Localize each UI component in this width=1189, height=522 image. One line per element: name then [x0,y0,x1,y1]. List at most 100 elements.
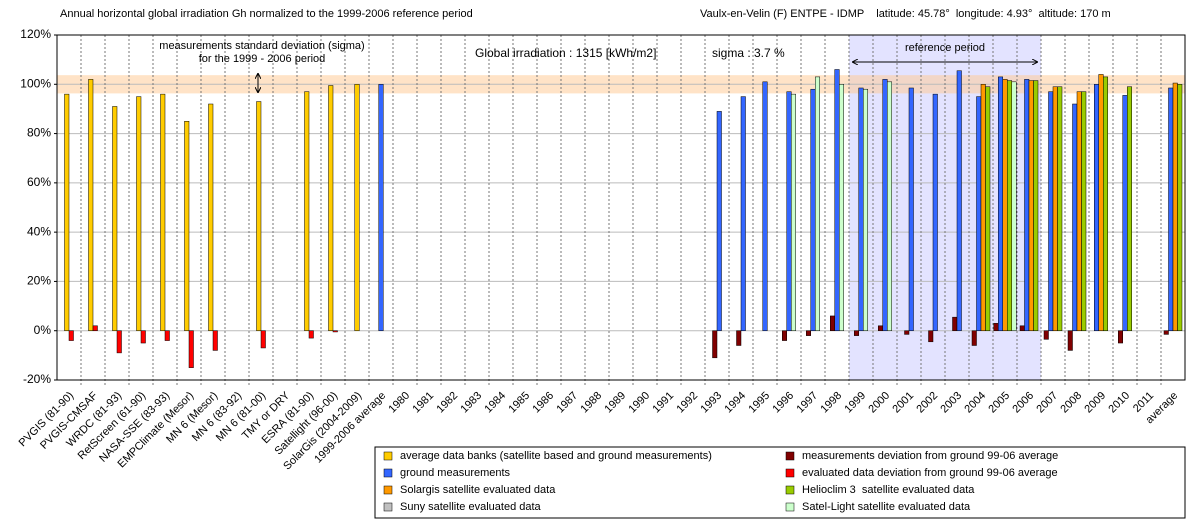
bar [985,86,991,331]
x-tick-label: 1995 [746,390,772,416]
bar [834,69,840,331]
legend-label: Helioclim 3 satellite evaluated data [802,484,975,496]
bar [762,81,768,331]
bar [1122,95,1128,331]
legend-label: Suny satellite evaluated data [400,501,542,513]
x-tick-label: 1983 [458,390,484,416]
bar [64,93,70,331]
bar [815,76,820,331]
bar [854,330,859,336]
bar [806,330,811,336]
bar [839,84,844,331]
x-tick-label: 1992 [674,390,700,416]
legend-swatch [785,451,795,461]
legend-label: ground measurements [400,467,511,479]
legend-swatch [383,468,393,478]
bar [904,330,910,335]
x-tick-label: 1980 [386,390,412,416]
plot-layer [56,34,1186,381]
bar [791,93,796,331]
x-tick-label: 1984 [482,390,508,416]
x-tick-label: 2008 [1058,390,1084,416]
bar [308,330,314,339]
bar [116,330,122,354]
bar [1118,330,1123,344]
bar [208,103,214,331]
bar [1067,330,1073,351]
legend-label: Satel-Light satellite evaluated data [802,501,971,513]
x-tick-label: 2010 [1106,390,1132,416]
y-tick-label: 20% [27,274,51,288]
bar [304,91,310,331]
x-tick-label: 2005 [986,390,1012,416]
bar [736,330,742,346]
bar [328,85,334,331]
x-tick-label: 2000 [866,390,892,416]
bar [887,81,892,331]
bar [1048,91,1054,331]
bar [1002,79,1008,331]
x-tick-label: 1987 [554,390,580,416]
bar [1019,325,1025,331]
bar [1127,86,1132,331]
bar [378,84,384,331]
bar [1177,84,1183,331]
bar [1033,80,1039,331]
bar [1011,81,1017,331]
x-tick-label: 2006 [1010,390,1036,416]
bar [1028,80,1034,331]
bar [716,111,722,331]
x-tick-label: 2004 [962,390,988,416]
x-tick-label: 1989 [602,390,628,416]
x-tick-label: 1997 [794,390,820,416]
x-tick-label: 1986 [530,390,556,416]
x-tick-label: 1982 [434,390,460,416]
bar [136,96,142,331]
chart-title: Annual horizontal global irradiation Gh … [60,8,473,20]
annotation: Global irradiation : 1315 [kWh/m2] [475,46,656,60]
legend-label: Solargis satellite evaluated data [400,484,556,496]
y-tick-label: 100% [20,76,51,90]
legend-swatch [785,468,795,478]
bar [92,325,98,331]
legend-label: average data banks (satellite based and … [400,450,712,462]
y-tick-label: 40% [27,224,51,238]
legend [374,446,1186,519]
x-tick-label: 2002 [914,390,940,416]
legend-label: measurements deviation from ground 99-06… [802,450,1058,462]
x-tick-label: 1998 [818,390,844,416]
bar [1163,330,1169,335]
bar [112,106,118,331]
bar [140,330,146,344]
bar [993,323,999,331]
bar [188,330,194,368]
bar [976,96,982,331]
y-tick-label: 80% [27,126,51,140]
bar [1024,79,1030,331]
x-tick-label: 2009 [1082,390,1108,416]
y-tick-label: 120% [20,27,51,41]
x-tick-label: 1994 [722,390,748,416]
y-tick-label: -20% [23,372,51,386]
annotation: measurements standard deviation (sigma) [159,40,364,52]
bar [332,330,338,333]
y-tick-label: 60% [27,175,51,189]
legend-swatch [785,485,795,495]
plot-frame [56,34,1186,381]
x-tick-label: 2007 [1034,390,1060,416]
x-tick-label: 1990 [626,390,652,416]
bar [354,84,360,331]
bar [1098,74,1104,331]
bar [1094,84,1099,331]
x-tick-label: 1988 [578,390,604,416]
x-tick-label: 1985 [506,390,532,416]
bar [878,325,883,331]
bar [786,91,792,331]
legend-label: evaluated data deviation from ground 99-… [802,467,1058,479]
bar [928,330,934,343]
bar [1043,330,1049,340]
x-tick-label: 1993 [698,390,724,416]
x-tick-label: 1996 [770,390,796,416]
bar [1081,91,1087,331]
